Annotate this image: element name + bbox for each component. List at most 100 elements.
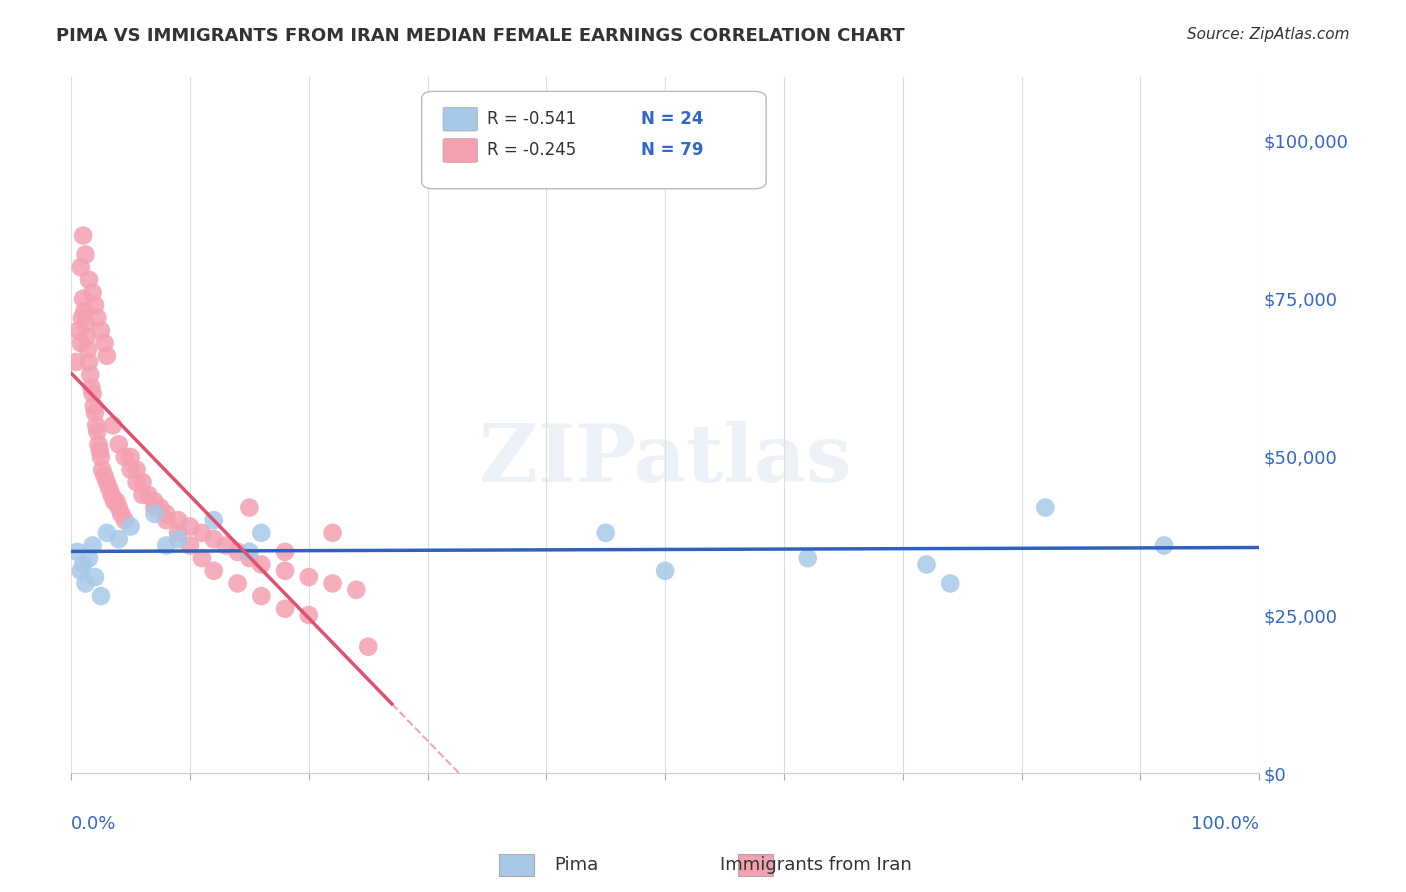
Text: Immigrants from Iran: Immigrants from Iran (720, 856, 911, 874)
Point (114, 450, 136, 464)
Point (202, 532, 225, 546)
Point (93, 469, 115, 483)
Text: R = -0.541: R = -0.541 (486, 111, 576, 128)
Point (796, 551, 818, 566)
Point (105, 494, 128, 508)
Point (179, 519, 201, 533)
Point (103, 494, 125, 508)
Point (143, 494, 166, 508)
Point (76, 330, 98, 344)
Point (167, 525, 190, 540)
Point (344, 582, 367, 597)
Point (73, 304, 96, 318)
Bar (499, 854, 534, 876)
Point (191, 525, 214, 540)
Point (298, 608, 321, 623)
Text: Pima: Pima (554, 856, 599, 874)
Point (120, 519, 142, 533)
Point (214, 539, 236, 553)
Point (90, 589, 112, 603)
FancyBboxPatch shape (443, 138, 478, 162)
Point (100, 488, 122, 502)
Point (67, 323, 90, 337)
Text: PIMA VS IMMIGRANTS FROM IRAN MEDIAN FEMALE EARNINGS CORRELATION CHART: PIMA VS IMMIGRANTS FROM IRAN MEDIAN FEMA… (56, 27, 905, 45)
Point (84, 570, 107, 584)
Point (89, 443, 111, 458)
Point (69, 260, 91, 275)
Point (155, 507, 177, 521)
Point (96, 525, 118, 540)
Point (107, 532, 129, 546)
Point (1033, 500, 1056, 515)
Point (86, 310, 108, 325)
Point (82, 539, 104, 553)
FancyBboxPatch shape (443, 107, 478, 131)
Point (238, 545, 260, 559)
Point (69, 564, 91, 578)
Text: R = -0.245: R = -0.245 (486, 142, 576, 160)
Point (93, 336, 115, 351)
Point (143, 507, 166, 521)
Point (191, 551, 214, 566)
Point (65, 355, 87, 369)
Point (238, 500, 260, 515)
Text: N = 79: N = 79 (641, 142, 704, 160)
Point (90, 323, 112, 337)
Point (77, 355, 100, 369)
Point (80, 380, 103, 394)
Point (202, 513, 225, 527)
Bar (738, 854, 773, 876)
Point (96, 349, 118, 363)
Point (72, 292, 94, 306)
Point (87, 437, 110, 451)
Point (86, 425, 108, 439)
Point (76, 343, 98, 357)
Point (131, 475, 153, 490)
Point (238, 551, 260, 566)
Point (77, 551, 100, 566)
Point (77, 273, 100, 287)
Point (66, 545, 89, 559)
Text: N = 24: N = 24 (641, 111, 704, 128)
Point (179, 539, 201, 553)
Point (82, 386, 104, 401)
Point (72, 558, 94, 572)
Point (98, 482, 121, 496)
Point (155, 513, 177, 527)
Point (322, 525, 344, 540)
Point (84, 406, 107, 420)
Point (120, 450, 142, 464)
Point (75, 247, 97, 261)
Point (72, 228, 94, 243)
Point (274, 601, 297, 615)
Point (298, 570, 321, 584)
Text: 0.0%: 0.0% (72, 815, 117, 833)
Text: Source: ZipAtlas.com: Source: ZipAtlas.com (1187, 27, 1350, 42)
Point (125, 475, 148, 490)
Point (250, 525, 273, 540)
Point (131, 488, 153, 502)
Point (90, 450, 112, 464)
Point (654, 564, 676, 578)
Point (357, 640, 380, 654)
Point (125, 462, 148, 476)
Point (939, 576, 962, 591)
Point (595, 525, 617, 540)
Point (70, 310, 93, 325)
Point (114, 513, 136, 527)
Text: 100.0%: 100.0% (1191, 815, 1260, 833)
Point (96, 475, 118, 490)
Point (202, 564, 225, 578)
Point (226, 545, 249, 559)
Point (274, 545, 297, 559)
Point (143, 500, 166, 515)
Point (84, 418, 107, 433)
Point (322, 576, 344, 591)
Point (75, 317, 97, 331)
Point (75, 576, 97, 591)
Point (110, 507, 132, 521)
Point (250, 589, 273, 603)
Point (69, 336, 91, 351)
Point (167, 513, 190, 527)
Point (274, 564, 297, 578)
